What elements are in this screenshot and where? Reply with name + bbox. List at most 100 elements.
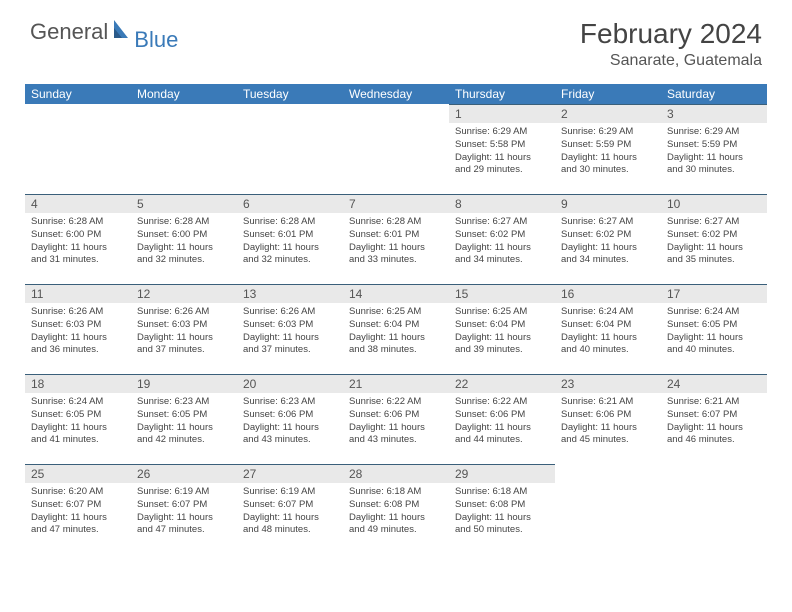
day-details: Sunrise: 6:25 AMSunset: 6:04 PMDaylight:…: [343, 303, 449, 361]
location-subtitle: Sanarate, Guatemala: [580, 52, 762, 70]
day-details: Sunrise: 6:24 AMSunset: 6:05 PMDaylight:…: [25, 393, 131, 451]
weekday-header: Saturday: [661, 84, 767, 104]
calendar-row: 25Sunrise: 6:20 AMSunset: 6:07 PMDayligh…: [25, 464, 767, 554]
day-number: 24: [661, 374, 767, 393]
day-cell: 2Sunrise: 6:29 AMSunset: 5:59 PMDaylight…: [555, 104, 661, 194]
weekday-row: SundayMondayTuesdayWednesdayThursdayFrid…: [25, 84, 767, 104]
empty-cell: [25, 104, 131, 194]
day-cell: 25Sunrise: 6:20 AMSunset: 6:07 PMDayligh…: [25, 464, 131, 554]
day-details: Sunrise: 6:18 AMSunset: 6:08 PMDaylight:…: [449, 483, 555, 541]
day-details: Sunrise: 6:28 AMSunset: 6:01 PMDaylight:…: [237, 213, 343, 271]
day-cell: 19Sunrise: 6:23 AMSunset: 6:05 PMDayligh…: [131, 374, 237, 464]
day-number: 26: [131, 464, 237, 483]
day-details: Sunrise: 6:29 AMSunset: 5:59 PMDaylight:…: [555, 123, 661, 181]
day-details: Sunrise: 6:29 AMSunset: 5:59 PMDaylight:…: [661, 123, 767, 181]
day-cell: 17Sunrise: 6:24 AMSunset: 6:05 PMDayligh…: [661, 284, 767, 374]
day-number: 21: [343, 374, 449, 393]
day-number: 8: [449, 194, 555, 213]
day-details: Sunrise: 6:20 AMSunset: 6:07 PMDaylight:…: [25, 483, 131, 541]
day-number: 17: [661, 284, 767, 303]
day-cell: 28Sunrise: 6:18 AMSunset: 6:08 PMDayligh…: [343, 464, 449, 554]
calendar-head: SundayMondayTuesdayWednesdayThursdayFrid…: [25, 84, 767, 104]
logo-sail-icon: [112, 18, 132, 45]
day-cell: 22Sunrise: 6:22 AMSunset: 6:06 PMDayligh…: [449, 374, 555, 464]
logo: General Blue: [30, 18, 178, 45]
day-number: 1: [449, 104, 555, 123]
weekday-header: Thursday: [449, 84, 555, 104]
day-details: Sunrise: 6:27 AMSunset: 6:02 PMDaylight:…: [449, 213, 555, 271]
empty-cell: [555, 464, 661, 554]
calendar-body: 1Sunrise: 6:29 AMSunset: 5:58 PMDaylight…: [25, 104, 767, 554]
day-number: 28: [343, 464, 449, 483]
day-cell: 18Sunrise: 6:24 AMSunset: 6:05 PMDayligh…: [25, 374, 131, 464]
day-cell: 9Sunrise: 6:27 AMSunset: 6:02 PMDaylight…: [555, 194, 661, 284]
calendar-row: 11Sunrise: 6:26 AMSunset: 6:03 PMDayligh…: [25, 284, 767, 374]
day-details: Sunrise: 6:22 AMSunset: 6:06 PMDaylight:…: [449, 393, 555, 451]
empty-cell: [661, 464, 767, 554]
day-number: 18: [25, 374, 131, 393]
day-details: Sunrise: 6:22 AMSunset: 6:06 PMDaylight:…: [343, 393, 449, 451]
day-number: 15: [449, 284, 555, 303]
day-cell: 26Sunrise: 6:19 AMSunset: 6:07 PMDayligh…: [131, 464, 237, 554]
weekday-header: Wednesday: [343, 84, 449, 104]
empty-cell: [343, 104, 449, 194]
day-number: 23: [555, 374, 661, 393]
day-cell: 16Sunrise: 6:24 AMSunset: 6:04 PMDayligh…: [555, 284, 661, 374]
day-number: 29: [449, 464, 555, 483]
day-number: 27: [237, 464, 343, 483]
day-number: 6: [237, 194, 343, 213]
day-cell: 20Sunrise: 6:23 AMSunset: 6:06 PMDayligh…: [237, 374, 343, 464]
day-details: Sunrise: 6:27 AMSunset: 6:02 PMDaylight:…: [555, 213, 661, 271]
day-number: 14: [343, 284, 449, 303]
day-details: Sunrise: 6:28 AMSunset: 6:01 PMDaylight:…: [343, 213, 449, 271]
weekday-header: Friday: [555, 84, 661, 104]
day-details: Sunrise: 6:23 AMSunset: 6:05 PMDaylight:…: [131, 393, 237, 451]
day-number: 12: [131, 284, 237, 303]
day-cell: 5Sunrise: 6:28 AMSunset: 6:00 PMDaylight…: [131, 194, 237, 284]
day-cell: 7Sunrise: 6:28 AMSunset: 6:01 PMDaylight…: [343, 194, 449, 284]
day-number: 2: [555, 104, 661, 123]
day-details: Sunrise: 6:21 AMSunset: 6:07 PMDaylight:…: [661, 393, 767, 451]
day-details: Sunrise: 6:25 AMSunset: 6:04 PMDaylight:…: [449, 303, 555, 361]
day-cell: 12Sunrise: 6:26 AMSunset: 6:03 PMDayligh…: [131, 284, 237, 374]
calendar-table: SundayMondayTuesdayWednesdayThursdayFrid…: [25, 84, 767, 554]
empty-cell: [237, 104, 343, 194]
logo-text-general: General: [30, 19, 108, 45]
header: General Blue February 2024 Sanarate, Gua…: [0, 0, 792, 78]
day-details: Sunrise: 6:27 AMSunset: 6:02 PMDaylight:…: [661, 213, 767, 271]
day-number: 10: [661, 194, 767, 213]
day-cell: 29Sunrise: 6:18 AMSunset: 6:08 PMDayligh…: [449, 464, 555, 554]
day-details: Sunrise: 6:21 AMSunset: 6:06 PMDaylight:…: [555, 393, 661, 451]
day-cell: 3Sunrise: 6:29 AMSunset: 5:59 PMDaylight…: [661, 104, 767, 194]
day-details: Sunrise: 6:28 AMSunset: 6:00 PMDaylight:…: [131, 213, 237, 271]
weekday-header: Sunday: [25, 84, 131, 104]
day-cell: 27Sunrise: 6:19 AMSunset: 6:07 PMDayligh…: [237, 464, 343, 554]
day-cell: 14Sunrise: 6:25 AMSunset: 6:04 PMDayligh…: [343, 284, 449, 374]
month-title: February 2024: [580, 18, 762, 50]
day-details: Sunrise: 6:24 AMSunset: 6:05 PMDaylight:…: [661, 303, 767, 361]
day-cell: 11Sunrise: 6:26 AMSunset: 6:03 PMDayligh…: [25, 284, 131, 374]
day-details: Sunrise: 6:23 AMSunset: 6:06 PMDaylight:…: [237, 393, 343, 451]
day-cell: 1Sunrise: 6:29 AMSunset: 5:58 PMDaylight…: [449, 104, 555, 194]
weekday-header: Monday: [131, 84, 237, 104]
day-cell: 10Sunrise: 6:27 AMSunset: 6:02 PMDayligh…: [661, 194, 767, 284]
day-number: 11: [25, 284, 131, 303]
day-number: 19: [131, 374, 237, 393]
logo-text-blue: Blue: [134, 34, 178, 45]
day-details: Sunrise: 6:19 AMSunset: 6:07 PMDaylight:…: [131, 483, 237, 541]
day-details: Sunrise: 6:24 AMSunset: 6:04 PMDaylight:…: [555, 303, 661, 361]
weekday-header: Tuesday: [237, 84, 343, 104]
calendar-row: 1Sunrise: 6:29 AMSunset: 5:58 PMDaylight…: [25, 104, 767, 194]
day-number: 3: [661, 104, 767, 123]
day-details: Sunrise: 6:28 AMSunset: 6:00 PMDaylight:…: [25, 213, 131, 271]
day-cell: 21Sunrise: 6:22 AMSunset: 6:06 PMDayligh…: [343, 374, 449, 464]
day-cell: 23Sunrise: 6:21 AMSunset: 6:06 PMDayligh…: [555, 374, 661, 464]
day-number: 22: [449, 374, 555, 393]
day-details: Sunrise: 6:29 AMSunset: 5:58 PMDaylight:…: [449, 123, 555, 181]
day-number: 7: [343, 194, 449, 213]
day-details: Sunrise: 6:18 AMSunset: 6:08 PMDaylight:…: [343, 483, 449, 541]
day-cell: 15Sunrise: 6:25 AMSunset: 6:04 PMDayligh…: [449, 284, 555, 374]
day-number: 25: [25, 464, 131, 483]
title-block: February 2024 Sanarate, Guatemala: [580, 18, 762, 70]
day-cell: 8Sunrise: 6:27 AMSunset: 6:02 PMDaylight…: [449, 194, 555, 284]
